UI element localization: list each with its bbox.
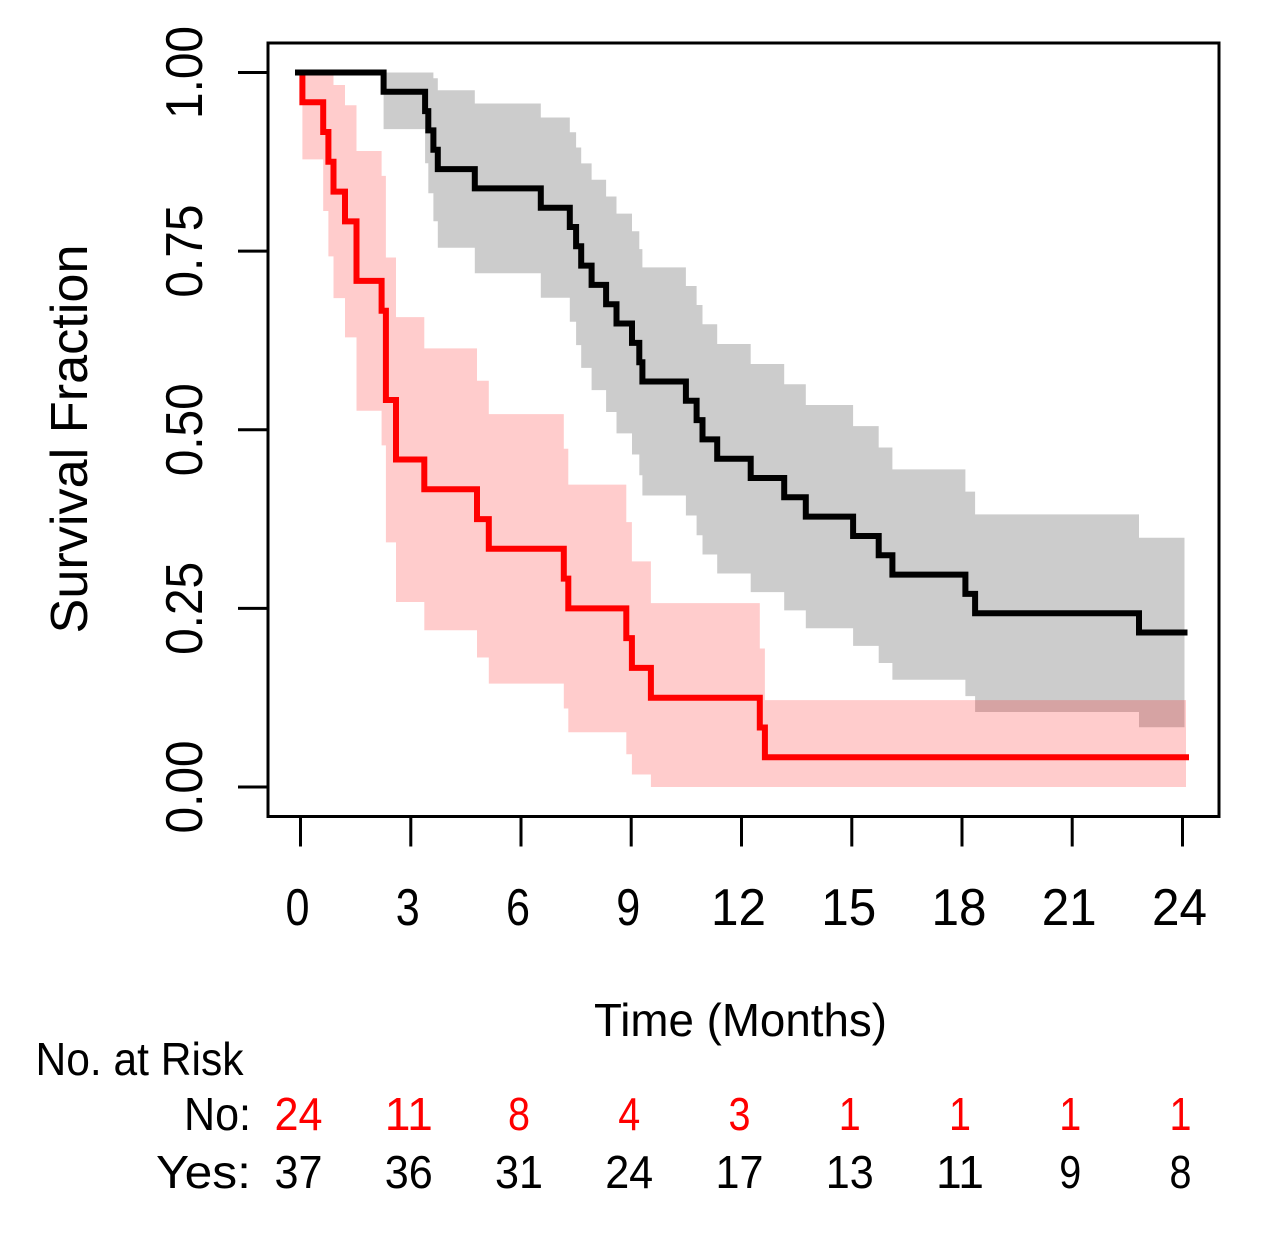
svg-text:0.50: 0.50 — [155, 383, 213, 476]
svg-text:0: 0 — [286, 878, 310, 936]
svg-text:0.00: 0.00 — [155, 741, 213, 834]
svg-text:15: 15 — [821, 878, 876, 936]
svg-text:8: 8 — [508, 1088, 530, 1140]
svg-text:No:: No: — [184, 1088, 251, 1140]
svg-text:17: 17 — [716, 1146, 764, 1198]
svg-text:11: 11 — [936, 1146, 984, 1198]
svg-text:0.75: 0.75 — [155, 205, 213, 298]
svg-text:12: 12 — [711, 878, 766, 936]
svg-text:1: 1 — [839, 1088, 861, 1140]
svg-text:3: 3 — [729, 1088, 751, 1140]
svg-text:24: 24 — [275, 1088, 323, 1140]
svg-text:Time (Months): Time (Months) — [594, 994, 887, 1046]
svg-text:24: 24 — [605, 1146, 653, 1198]
svg-text:0.25: 0.25 — [155, 562, 213, 655]
svg-text:18: 18 — [932, 878, 987, 936]
svg-text:Yes:: Yes: — [156, 1146, 251, 1198]
svg-text:1: 1 — [1059, 1088, 1081, 1140]
svg-text:1.00: 1.00 — [155, 26, 213, 119]
svg-text:21: 21 — [1042, 878, 1097, 936]
svg-text:4: 4 — [618, 1088, 640, 1140]
svg-text:11: 11 — [385, 1088, 433, 1140]
svg-text:37: 37 — [275, 1146, 323, 1198]
svg-text:36: 36 — [385, 1146, 433, 1198]
svg-text:13: 13 — [826, 1146, 874, 1198]
svg-text:6: 6 — [506, 878, 530, 936]
svg-text:Survival Fraction: Survival Fraction — [40, 245, 98, 634]
svg-text:1: 1 — [949, 1088, 971, 1140]
svg-text:31: 31 — [495, 1146, 543, 1198]
svg-text:1: 1 — [1170, 1088, 1192, 1140]
svg-text:3: 3 — [396, 878, 420, 936]
svg-text:9: 9 — [1059, 1146, 1081, 1198]
svg-text:8: 8 — [1170, 1146, 1192, 1198]
svg-text:No. at Risk: No. at Risk — [36, 1033, 245, 1085]
svg-text:9: 9 — [616, 878, 640, 936]
svg-text:24: 24 — [1152, 878, 1207, 936]
